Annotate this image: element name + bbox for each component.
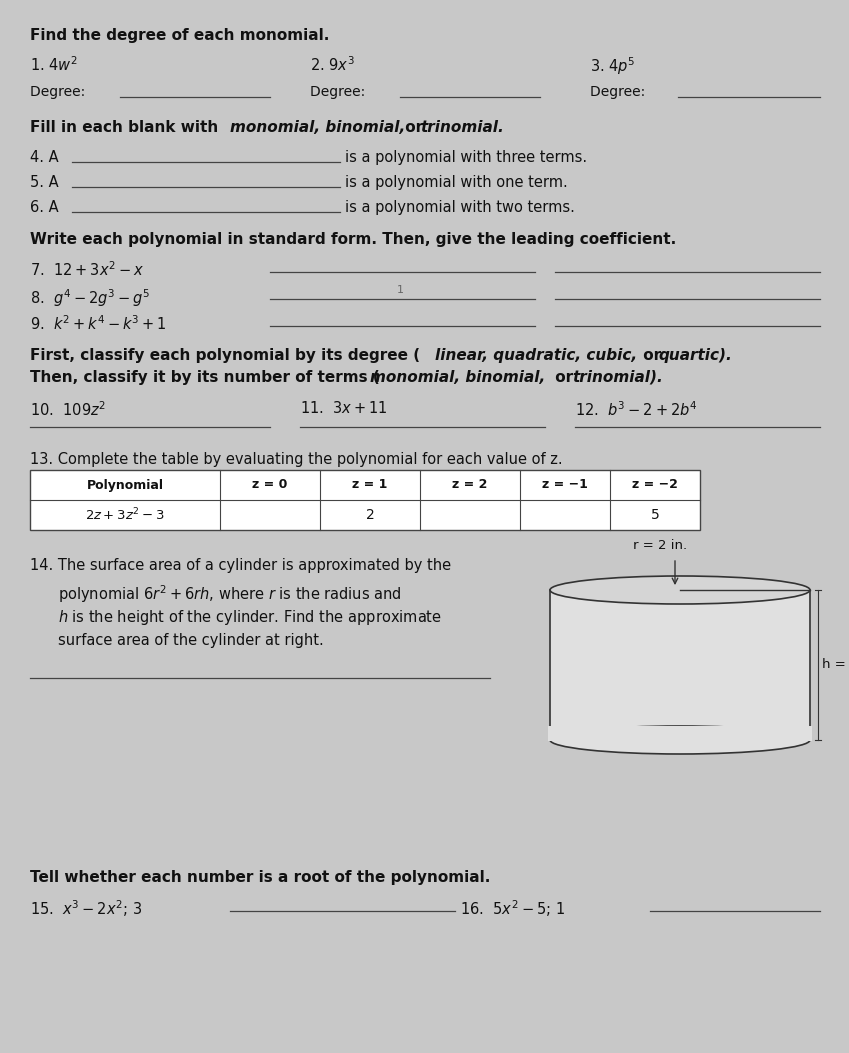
Text: 14. The surface area of a cylinder is approximated by the: 14. The surface area of a cylinder is ap… xyxy=(30,558,451,573)
Text: linear, quadratic, cubic,: linear, quadratic, cubic, xyxy=(435,347,637,363)
Text: z = −2: z = −2 xyxy=(632,478,678,492)
Text: trinomial.: trinomial. xyxy=(420,120,503,135)
Bar xyxy=(548,726,812,741)
Text: is a polynomial with three terms.: is a polynomial with three terms. xyxy=(345,150,588,165)
Text: z = −1: z = −1 xyxy=(542,478,588,492)
Text: Write each polynomial in standard form. Then, give the leading coefficient.: Write each polynomial in standard form. … xyxy=(30,232,677,247)
Text: 1. $4w^{2}$: 1. $4w^{2}$ xyxy=(30,55,78,74)
Bar xyxy=(550,590,810,740)
Text: First, classify each polynomial by its degree (: First, classify each polynomial by its d… xyxy=(30,347,420,363)
Text: 15.  $x^{3} - 2x^{2}$; 3: 15. $x^{3} - 2x^{2}$; 3 xyxy=(30,898,142,918)
Text: or: or xyxy=(400,120,429,135)
Text: monomial, binomial,: monomial, binomial, xyxy=(230,120,405,135)
Text: 7.  $12 + 3x^{2} - x$: 7. $12 + 3x^{2} - x$ xyxy=(30,260,144,279)
Text: 3. $4p^{5}$: 3. $4p^{5}$ xyxy=(590,55,636,77)
Text: 6. A: 6. A xyxy=(30,200,59,215)
Text: is a polynomial with one term.: is a polynomial with one term. xyxy=(345,175,568,190)
Text: polynomial $6r^{2} + 6rh$, where $r$ is the radius and: polynomial $6r^{2} + 6rh$, where $r$ is … xyxy=(58,583,402,604)
Text: Find the degree of each monomial.: Find the degree of each monomial. xyxy=(30,28,329,43)
Text: 13. Complete the table by evaluating the polynomial for each value of z.: 13. Complete the table by evaluating the… xyxy=(30,452,563,466)
Text: or: or xyxy=(550,370,578,385)
Text: monomial, binomial,: monomial, binomial, xyxy=(370,370,545,385)
Text: 12.  $b^{3} - 2 + 2b^{4}$: 12. $b^{3} - 2 + 2b^{4}$ xyxy=(575,400,698,419)
Text: 2: 2 xyxy=(366,508,374,522)
Text: z = 2: z = 2 xyxy=(453,478,487,492)
Text: r = 2 in.: r = 2 in. xyxy=(633,539,687,552)
Text: 16.  $5x^{2} - 5$; 1: 16. $5x^{2} - 5$; 1 xyxy=(460,898,565,918)
Text: 5. A: 5. A xyxy=(30,175,59,190)
Text: 9.  $k^{2} + k^{4} - k^{3} + 1$: 9. $k^{2} + k^{4} - k^{3} + 1$ xyxy=(30,314,166,333)
Text: h = 4 in.: h = 4 in. xyxy=(822,658,849,672)
Text: $2z + 3z^{2} - 3$: $2z + 3z^{2} - 3$ xyxy=(85,506,165,523)
Text: $h$ is the height of the cylinder. Find the approximate: $h$ is the height of the cylinder. Find … xyxy=(58,608,442,627)
Text: 1: 1 xyxy=(396,285,403,295)
Text: Degree:: Degree: xyxy=(590,85,649,99)
Text: Tell whether each number is a root of the polynomial.: Tell whether each number is a root of th… xyxy=(30,870,491,885)
Text: or: or xyxy=(638,347,666,363)
Text: trinomial).: trinomial). xyxy=(572,370,663,385)
Bar xyxy=(30,470,700,530)
Text: Fill in each blank with: Fill in each blank with xyxy=(30,120,223,135)
Ellipse shape xyxy=(550,726,810,754)
Text: Then, classify it by its number of terms (: Then, classify it by its number of terms… xyxy=(30,370,380,385)
Text: is a polynomial with two terms.: is a polynomial with two terms. xyxy=(345,200,575,215)
Text: quartic).: quartic). xyxy=(658,347,732,363)
Text: 4. A: 4. A xyxy=(30,150,59,165)
Text: Degree:: Degree: xyxy=(30,85,90,99)
Text: 2. $9x^{3}$: 2. $9x^{3}$ xyxy=(310,55,355,74)
Text: 8.  $g^{4} - 2g^{3} - g^{5}$: 8. $g^{4} - 2g^{3} - g^{5}$ xyxy=(30,287,150,309)
Text: surface area of the cylinder at right.: surface area of the cylinder at right. xyxy=(58,633,323,648)
Text: 10.  $109z^{2}$: 10. $109z^{2}$ xyxy=(30,400,106,419)
Ellipse shape xyxy=(550,576,810,604)
Text: 11.  $3x + 11$: 11. $3x + 11$ xyxy=(300,400,388,416)
Text: z = 0: z = 0 xyxy=(252,478,288,492)
Text: 5: 5 xyxy=(650,508,660,522)
Text: Degree:: Degree: xyxy=(310,85,369,99)
Text: z = 1: z = 1 xyxy=(352,478,388,492)
Text: Polynomial: Polynomial xyxy=(87,478,164,492)
